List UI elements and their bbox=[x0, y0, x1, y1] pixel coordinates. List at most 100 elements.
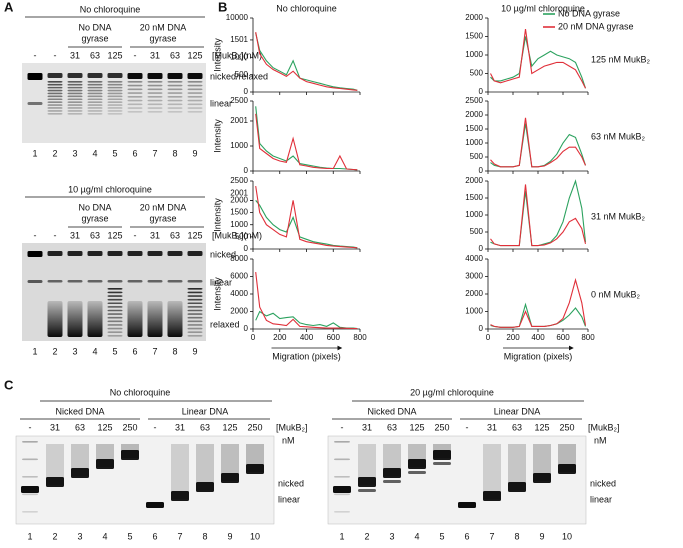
gel-band bbox=[67, 95, 83, 98]
gel-band bbox=[87, 104, 103, 106]
lane-number: 3 bbox=[389, 531, 394, 541]
band-label: nicked bbox=[590, 478, 616, 488]
group-label: 20 nM DNA bbox=[140, 202, 187, 212]
band-label: linear bbox=[210, 98, 232, 108]
gel-band bbox=[334, 511, 350, 513]
lane-number: 7 bbox=[152, 346, 157, 356]
gel-band bbox=[187, 280, 203, 283]
y-tick-label: 2000 bbox=[465, 110, 483, 119]
gel-smear bbox=[167, 301, 183, 337]
gel-band bbox=[47, 113, 63, 115]
gel-band bbox=[87, 280, 103, 283]
chart-title: 10 µg/ml chloroquine bbox=[501, 3, 585, 13]
gel-smear bbox=[196, 444, 214, 490]
gel-band bbox=[187, 92, 203, 94]
gel-band bbox=[67, 113, 83, 115]
gel-band bbox=[107, 86, 123, 89]
gel-smear bbox=[67, 301, 83, 337]
lane-number: 1 bbox=[32, 148, 37, 158]
group-label: No DNA bbox=[78, 22, 111, 32]
lane-header: 63 bbox=[75, 422, 85, 432]
lane-number: 8 bbox=[172, 346, 177, 356]
gel-band bbox=[71, 468, 89, 478]
gel-band bbox=[187, 107, 203, 109]
gel-band bbox=[187, 84, 203, 87]
gel-band bbox=[408, 471, 426, 474]
gel-band bbox=[107, 110, 123, 112]
gel-smear bbox=[147, 301, 163, 337]
gel-band bbox=[333, 486, 351, 493]
x-tick-label: 600 bbox=[327, 333, 341, 342]
lane-header: 63 bbox=[90, 50, 100, 60]
gel-band bbox=[87, 98, 103, 101]
lane-header: 250 bbox=[434, 422, 449, 432]
gel-band bbox=[47, 280, 63, 283]
y-tick-label: 1500 bbox=[465, 32, 483, 41]
gel-band bbox=[558, 464, 576, 474]
gel-band bbox=[27, 102, 43, 105]
lane-number: 1 bbox=[27, 531, 32, 541]
gel-band bbox=[147, 96, 163, 98]
panel-label: C bbox=[4, 377, 14, 392]
series-line bbox=[255, 186, 358, 249]
gel-band bbox=[107, 295, 123, 297]
lane-header: 125 bbox=[187, 230, 202, 240]
lane-header: 63 bbox=[387, 422, 397, 432]
gel-band bbox=[107, 73, 123, 78]
gel-band bbox=[107, 331, 123, 333]
lane-number: 9 bbox=[192, 148, 197, 158]
lane-header: 250 bbox=[247, 422, 262, 432]
lane-number: 8 bbox=[172, 148, 177, 158]
y-tick-label: 10000 bbox=[226, 13, 249, 22]
lane-header: - bbox=[54, 50, 57, 60]
concentration-label: nM bbox=[594, 435, 607, 445]
lane-number: 6 bbox=[132, 346, 137, 356]
series-line bbox=[490, 117, 587, 168]
gel-band bbox=[87, 95, 103, 98]
gel-band bbox=[47, 73, 63, 78]
gel-band bbox=[47, 95, 63, 98]
gel-band bbox=[334, 458, 350, 461]
y-tick-label: 2000 bbox=[465, 176, 483, 185]
gel-band bbox=[187, 327, 203, 330]
x-tick-label: 600 bbox=[556, 333, 570, 342]
gel-band bbox=[334, 493, 350, 496]
lane-number: 6 bbox=[152, 531, 157, 541]
gel-band bbox=[47, 92, 63, 95]
lane-number: 3 bbox=[72, 346, 77, 356]
x-tick-label: 800 bbox=[581, 333, 595, 342]
gel-band bbox=[87, 81, 103, 83]
gel-band bbox=[107, 327, 123, 330]
gel-band bbox=[127, 92, 143, 94]
lane-header: - bbox=[341, 422, 344, 432]
series-line bbox=[490, 277, 587, 328]
gel-band bbox=[87, 92, 103, 95]
gel-band bbox=[187, 320, 203, 323]
gel-band bbox=[107, 298, 123, 301]
y-tick-label: 2500 bbox=[230, 96, 248, 105]
gel-smear bbox=[358, 444, 376, 485]
group-label: Nicked DNA bbox=[55, 406, 104, 416]
gel-band bbox=[87, 110, 103, 112]
gel-smear bbox=[221, 444, 239, 481]
gel-band bbox=[458, 502, 476, 508]
band-label: linear bbox=[590, 494, 612, 504]
gel-band bbox=[127, 280, 143, 283]
lane-header: 125 bbox=[97, 422, 112, 432]
band-label: nicked bbox=[278, 478, 304, 488]
y-tick-label: 0 bbox=[479, 87, 484, 96]
gel-band bbox=[67, 110, 83, 112]
y-tick-label: 0 bbox=[479, 244, 484, 253]
band-label: linear bbox=[210, 277, 232, 287]
x-tick-label: 0 bbox=[486, 333, 491, 342]
gel-band bbox=[147, 280, 163, 283]
gel-band bbox=[334, 476, 350, 478]
gel-band bbox=[87, 251, 103, 256]
y-tick-label: 1000 bbox=[465, 50, 483, 59]
gel-band bbox=[221, 473, 239, 483]
x-tick-label: 0 bbox=[251, 333, 256, 342]
gel-band bbox=[107, 81, 123, 83]
gel-band bbox=[358, 477, 376, 487]
lane-header: 31 bbox=[150, 50, 160, 60]
gel-band bbox=[121, 450, 139, 460]
